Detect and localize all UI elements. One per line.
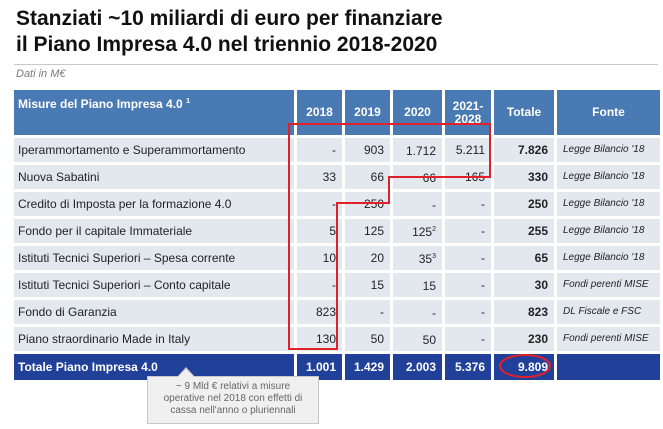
header-2018: 2018 [297, 90, 342, 135]
measure-name: Credito di Imposta per la formazione 4.0 [14, 192, 294, 216]
source: Legge Bilancio '18 [557, 219, 660, 243]
source: DL Fiscale e FSC [557, 300, 660, 324]
table-row: Iperammortamento e Superammortamento -903… [14, 138, 660, 162]
measure-name: Fondo per il capitale Immateriale [14, 219, 294, 243]
header-totale: Totale [494, 90, 554, 135]
callout-text: ~ 9 Mld € relativi a misure operative ne… [163, 381, 303, 416]
value-total: 255 [494, 219, 554, 243]
total-2019: 1.429 [345, 354, 390, 380]
total-2020: 2.003 [393, 354, 442, 380]
value-2018: - [297, 192, 342, 216]
total-2021-2028: 5.376 [445, 354, 491, 380]
source: Legge Bilancio '18 [557, 138, 660, 162]
value-2020: 66 [393, 165, 442, 189]
value-2019: 50 [345, 327, 390, 351]
value-2018: 5 [297, 219, 342, 243]
units-note: Dati in M€ [16, 68, 66, 80]
value-2021-2028: - [445, 219, 491, 243]
budget-table: Misure del Piano Impresa 4.0 1 2018 2019… [11, 87, 663, 383]
value-2021-2028: - [445, 246, 491, 270]
header-fonte: Fonte [557, 90, 660, 135]
table-header-row: Misure del Piano Impresa 4.0 1 2018 2019… [14, 90, 660, 135]
grand-total: 9.809 [494, 354, 554, 380]
total-row: Totale Piano Impresa 4.0 1.001 1.429 2.003 5… [14, 354, 660, 380]
value-total: 30 [494, 273, 554, 297]
measure-name: Nuova Sabatini [14, 165, 294, 189]
value-2021-2028: - [445, 192, 491, 216]
value-2020: - [393, 192, 442, 216]
value-2018: 130 [297, 327, 342, 351]
value-2019: 250 [345, 192, 390, 216]
value-2019: 20 [345, 246, 390, 270]
value-2021-2028: - [445, 327, 491, 351]
total-label: Totale Piano Impresa 4.0 [14, 354, 294, 380]
total-source [557, 354, 660, 380]
table-row: Fondo di Garanzia 823- - -823 DL Fiscale e F… [14, 300, 660, 324]
table-row: Fondo per il capitale Immateriale 5 125 125… [14, 219, 660, 243]
value-total: 330 [494, 165, 554, 189]
measure-name: Fondo di Garanzia [14, 300, 294, 324]
value-2020: 1.712 [393, 138, 442, 162]
value-2019: 125 [345, 219, 390, 243]
total-2018: 1.001 [297, 354, 342, 380]
source: Legge Bilancio '18 [557, 192, 660, 216]
value-2020: 353 [393, 246, 442, 270]
value-2020: 15 [393, 273, 442, 297]
value-2018: - [297, 138, 342, 162]
value-2019: 66 [345, 165, 390, 189]
value-2021-2028: - [445, 273, 491, 297]
title-line-2: il Piano Impresa 4.0 nel triennio 2018-2… [16, 33, 438, 56]
value-2019: - [345, 300, 390, 324]
value-total: 7.826 [494, 138, 554, 162]
source: Legge Bilancio '18 [557, 246, 660, 270]
value-2021-2028: 5.211 [445, 138, 491, 162]
header-2021-2028: 2021-2028 [445, 90, 491, 135]
value-total: 823 [494, 300, 554, 324]
table-row: Istituti Tecnici Superiori – Conto capit… [14, 273, 660, 297]
source: Fondi perenti MISE [557, 327, 660, 351]
measure-name: Istituti Tecnici Superiori – Spesa corre… [14, 246, 294, 270]
value-2020: 50 [393, 327, 442, 351]
value-2019: 903 [345, 138, 390, 162]
measure-name: Piano straordinario Made in Italy [14, 327, 294, 351]
title-divider [14, 64, 658, 65]
value-total: 65 [494, 246, 554, 270]
table-body: Iperammortamento e Superammortamento -903… [14, 138, 660, 380]
header-2020: 2020 [393, 90, 442, 135]
source: Fondi perenti MISE [557, 273, 660, 297]
value-2021-2028: 165 [445, 165, 491, 189]
table-row: Nuova Sabatini 33 66 66 165 330 Legge Bilancio… [14, 165, 660, 189]
page-title: Stanziati ~10 miliardi di euro per finan… [16, 6, 656, 58]
callout-note: ~ 9 Mld € relativi a misure operative ne… [147, 369, 319, 424]
value-2020: - [393, 300, 442, 324]
value-total: 250 [494, 192, 554, 216]
table-row: Credito di Imposta per la formazione 4.0… [14, 192, 660, 216]
measure-name: Iperammortamento e Superammortamento [14, 138, 294, 162]
table-row: Istituti Tecnici Superiori – Spesa corre… [14, 246, 660, 270]
value-2018: 823 [297, 300, 342, 324]
value-2020: 1252 [393, 219, 442, 243]
header-2019: 2019 [345, 90, 390, 135]
value-2019: 15 [345, 273, 390, 297]
title-line-1: Stanziati ~10 miliardi di euro per finan… [16, 7, 443, 30]
value-2021-2028: - [445, 300, 491, 324]
table-row: Piano straordinario Made in Italy 130 50 50… [14, 327, 660, 351]
value-2018: - [297, 273, 342, 297]
value-total: 230 [494, 327, 554, 351]
header-misure: Misure del Piano Impresa 4.0 1 [14, 90, 294, 135]
value-2018: 33 [297, 165, 342, 189]
value-2018: 10 [297, 246, 342, 270]
measure-name: Istituti Tecnici Superiori – Conto capit… [14, 273, 294, 297]
source: Legge Bilancio '18 [557, 165, 660, 189]
